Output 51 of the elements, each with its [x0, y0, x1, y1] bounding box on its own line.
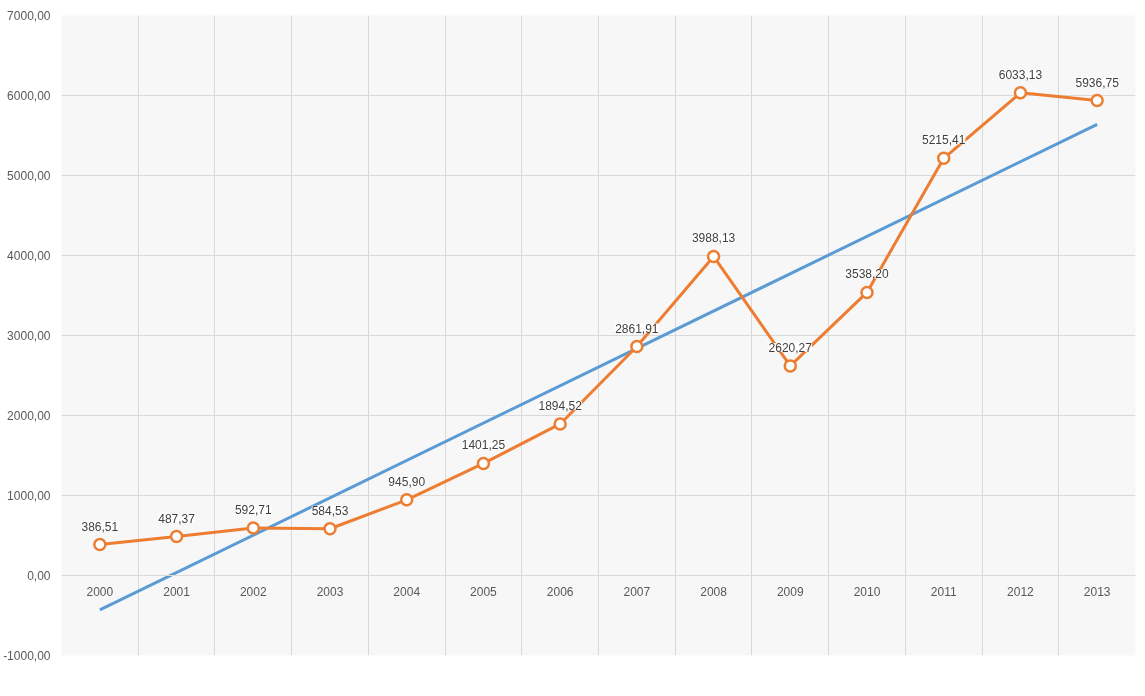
data-label: 2861,91: [615, 321, 659, 336]
x-tick-label: 2012: [1007, 584, 1035, 599]
point: [323, 522, 337, 536]
point: [706, 249, 721, 264]
data-label: 945,90: [388, 474, 426, 489]
y-tick-label: 0,00: [27, 569, 51, 583]
data-label: 1894,52: [538, 398, 583, 413]
y-tick-label: -1000,00: [3, 649, 51, 663]
x-tick-label: 2002: [239, 584, 267, 599]
point: [553, 417, 567, 431]
data-label: 3988,13: [691, 231, 736, 246]
y-tick-label: 1000,00: [7, 489, 51, 503]
x-tick-label: 2009: [776, 584, 804, 599]
x-tick-label: 2006: [546, 584, 574, 599]
point: [783, 359, 798, 373]
data-label: 584,53: [311, 503, 349, 518]
data-label: 386,51: [81, 519, 119, 534]
y-tick-label: 2000,00: [7, 409, 51, 423]
data-label: 5936,75: [1075, 75, 1120, 90]
x-tick-label: 2008: [700, 584, 728, 599]
y-tick-label: 6000,00: [7, 89, 51, 103]
point: [1013, 86, 1028, 100]
y-tick-label: 4000,00: [7, 249, 51, 263]
x-tick-label: 2011: [930, 584, 957, 599]
point: [476, 456, 491, 471]
data-label: 487,37: [158, 511, 196, 526]
y-tick-label: 3000,00: [7, 329, 51, 343]
data-label: 6033,13: [998, 67, 1043, 82]
point: [169, 529, 184, 544]
data-label: 1401,25: [461, 438, 506, 453]
point: [93, 537, 107, 552]
point: [1090, 93, 1104, 108]
y-tick-label: 5000,00: [7, 169, 51, 183]
x-tick-label: 2010: [853, 584, 881, 599]
data-label: 2620,27: [768, 340, 813, 355]
x-tick-label: 2013: [1083, 584, 1111, 599]
point: [246, 521, 261, 535]
point: [399, 493, 414, 507]
point: [936, 151, 951, 166]
point: [630, 339, 644, 354]
x-tick-label: 2004: [393, 584, 421, 599]
point: [860, 285, 874, 300]
x-tick-label: 2003: [316, 584, 344, 599]
data-label: 5215,41: [922, 133, 966, 148]
y-tick-label: 7000,00: [7, 9, 51, 23]
data-label: 592,71: [234, 503, 272, 518]
x-tick-label: 2000: [86, 584, 114, 599]
data-label: 3538,20: [845, 267, 890, 282]
x-tick-label: 2005: [470, 584, 498, 599]
x-tick-label: 2001: [163, 584, 191, 599]
x-tick-label: 2007: [623, 584, 651, 599]
